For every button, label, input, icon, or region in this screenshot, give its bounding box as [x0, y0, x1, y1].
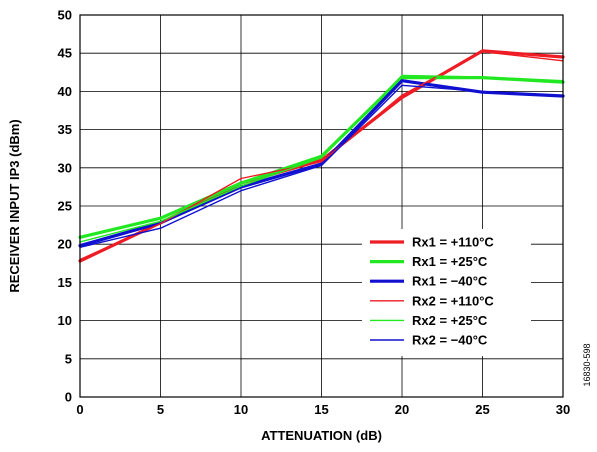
series-lines: [78, 49, 565, 263]
legend-label: Rx1 = −40°C: [412, 274, 488, 289]
x-tick-label: 30: [556, 402, 570, 417]
y-tick-label: 45: [58, 46, 72, 61]
y-tick-label: 35: [58, 122, 72, 137]
legend: Rx1 = +110°C Rx1 = +25°C Rx1 = −40°C Rx2 = …: [362, 229, 531, 356]
y-axis-title: RECEIVER INPUT IP3 (dBm): [7, 119, 22, 292]
legend-label: Rx1 = +25°C: [412, 254, 488, 269]
y-tick-label: 10: [58, 313, 72, 328]
x-tick-label: 20: [395, 402, 409, 417]
y-tick-label: 40: [58, 84, 72, 99]
legend-label: Rx1 = +110°C: [412, 235, 494, 250]
x-tick-label: 15: [314, 402, 328, 417]
tick-labels: 0 5 10 15 20 25 30 0 5 10 15 20 25 30 35 40 45 50: [58, 8, 571, 418]
y-tick-label: 50: [58, 8, 72, 23]
x-tick-label: 5: [157, 402, 164, 417]
y-tick-label: 30: [58, 160, 72, 175]
y-tick-label: 15: [58, 275, 72, 290]
legend-box: [362, 229, 531, 356]
series-line-5: [79, 74, 564, 243]
x-tick-label: 0: [76, 402, 83, 417]
y-tick-label: 20: [58, 237, 72, 252]
series-line-6: [79, 84, 564, 249]
plot-frame: [79, 14, 564, 398]
y-tick-label: 25: [58, 199, 72, 214]
legend-label: Rx2 = +25°C: [412, 313, 488, 328]
x-axis-title: ATTENUATION (dB): [261, 428, 382, 443]
figure-code: 16830-598: [582, 343, 592, 386]
x-tick-label: 25: [475, 402, 489, 417]
y-tick-label: 5: [65, 351, 72, 366]
legend-label: Rx2 = −40°C: [412, 333, 488, 348]
series-line-4: [79, 51, 564, 261]
y-tick-label: 0: [65, 390, 72, 405]
x-tick-label: 10: [234, 402, 248, 417]
legend-label: Rx2 = +110°C: [412, 293, 494, 308]
